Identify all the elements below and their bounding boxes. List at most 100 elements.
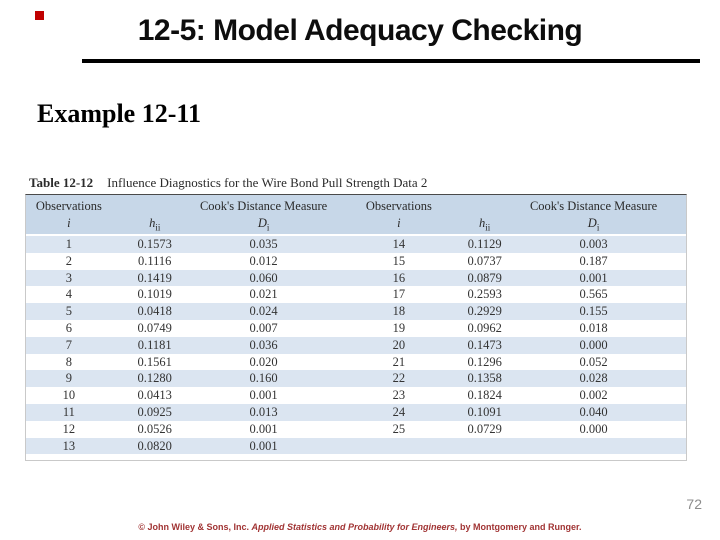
table-cell: 22 [392,371,406,386]
table-cell: 11 [62,404,75,419]
table-cell [528,438,660,455]
table-caption-text: Influence Diagnostics for the Wire Bond … [107,175,428,190]
influence-diagnostics-table: Table 12-12 Influence Diagnostics for the… [25,172,687,462]
table-cell: 0.2929 [467,304,502,319]
table-cell: 14 [392,237,406,251]
table-cell: 0.000 [579,337,608,352]
table-cell: 0.1296 [467,354,502,369]
table-cell: 0.0820 [137,438,172,453]
table-cell: 0.0962 [467,320,502,335]
table-cell: 0.001 [249,388,278,403]
copyright-text: © John Wiley & Sons, Inc. [138,522,252,532]
table-cell: 0.024 [249,304,278,319]
table-cell: 0.012 [249,253,278,268]
table-cell: 0.0737 [467,253,502,268]
table-cell: 0.000 [579,421,608,436]
column-header-observations-right: Observations i [365,199,432,230]
table-cell: 0.1280 [137,371,172,386]
table-cell: 0.021 [249,287,278,302]
table-caption-label: Table 12-12 [29,175,94,190]
table-cell: 0.002 [579,388,608,403]
table-header-row: Observations i hii Cook's Distance Measu… [26,195,686,234]
table-cell: 7 [65,337,73,352]
table-caption: Table 12-12 Influence Diagnostics for the… [25,172,687,194]
table-cell: 9 [65,371,73,386]
table-cell: 17 [392,287,406,302]
table-cell: 15 [392,253,406,268]
table-cell: 8 [65,354,73,369]
table-cell: 23 [392,388,406,403]
table-cell: 0.565 [579,287,608,302]
authors-text: by Montgomery and Runger. [457,522,582,532]
table-cell: 0.018 [579,320,608,335]
slide-title: 12-5: Model Adequacy Checking [137,14,583,47]
table-cell: 1 [65,237,73,251]
copyright-footer: © John Wiley & Sons, Inc. Applied Statis… [0,522,720,532]
table-cell: 0.0418 [137,304,172,319]
table-cell: 19 [392,320,406,335]
table-body-box: Observations i hii Cook's Distance Measu… [25,194,687,462]
table-row: 5 0.0418 0.024 18 0.2929 0.155 [26,303,686,320]
table-cell: 0.1573 [137,237,172,251]
table-cell: 0.1181 [137,337,172,352]
slide-accent-square [35,11,44,20]
table-cell: 0.001 [249,421,278,436]
table-body: 1 0.1573 0.035 14 0.1129 0.003 2 0.1116 0.012 15 0… [26,236,686,455]
table-row: 4 0.1019 0.021 17 0.2593 0.565 [26,286,686,303]
table-cell: 12 [62,421,76,436]
table-cell: 0.020 [249,354,278,369]
table-cell: 2 [65,253,73,268]
table-cell: 0.0925 [137,404,172,419]
table-cell: 0.052 [579,354,608,369]
table-cell: 18 [392,304,406,319]
table-row: 8 0.1561 0.020 21 0.1296 0.052 [26,354,686,371]
table-cell: 0.035 [249,237,278,251]
table-cell: 0.1473 [467,337,502,352]
table-row: 9 0.1280 0.160 22 0.1358 0.028 [26,370,686,388]
column-header-observations-left: Observations i [35,199,102,230]
table-cell: 0.060 [249,270,278,285]
table-cell: 21 [392,354,406,369]
table-cell: 0.2593 [467,287,502,302]
column-header-leverage-left: hii [149,216,161,233]
table-cell: 4 [65,287,73,302]
column-header-leverage-right: hii [479,216,491,233]
table-cell: 25 [392,421,406,436]
table-cell: 13 [62,438,76,453]
table-cell: 0.0729 [467,421,502,436]
table-cell: 0.001 [579,270,608,285]
table-cell: 0.1358 [467,371,502,386]
table-row: 6 0.0749 0.007 19 0.0962 0.018 [26,320,686,337]
table-row: 3 0.1419 0.060 16 0.0879 0.001 [26,269,686,287]
table-row: 7 0.1181 0.036 20 0.1473 0.000 [26,336,686,354]
table-cell: 3 [65,270,73,285]
table-cell [356,438,442,455]
table-cell: 0.003 [579,237,608,251]
table-cell: 0.187 [579,253,608,268]
table-cell: 0.155 [579,304,608,319]
table-bottom-spacer [26,454,686,461]
table-cell: 0.0749 [137,320,172,335]
table-cell: 20 [392,337,406,352]
table-cell: 0.040 [579,404,608,419]
table-row: 11 0.0925 0.013 24 0.1091 0.040 [26,403,686,421]
table-cell: 0.1419 [137,270,172,285]
table-cell: 0.1019 [137,287,172,302]
table-row: 1 0.1573 0.035 14 0.1129 0.003 [26,236,686,253]
book-title: Applied Statistics and Probability for E… [251,522,458,532]
table-cell: 5 [65,304,73,319]
table-cell: 0.013 [249,404,278,419]
title-divider [82,59,700,63]
table-cell: 0.036 [249,337,278,352]
table-cell: 16 [392,270,406,285]
table-cell: 0.001 [249,438,278,453]
table-row: 13 0.0820 0.001 [26,437,686,455]
column-header-cooks-distance-right: Cook's Distance Measure Di [529,199,658,233]
table-cell: 0.160 [249,371,278,386]
table-cell: 6 [65,320,73,335]
table-cell: 10 [62,388,76,403]
table-cell: 0.0526 [137,421,172,436]
table-row: 2 0.1116 0.012 15 0.0737 0.187 [26,253,686,270]
table-row: 10 0.0413 0.001 23 0.1824 0.002 [26,387,686,404]
table-cell [442,438,528,455]
